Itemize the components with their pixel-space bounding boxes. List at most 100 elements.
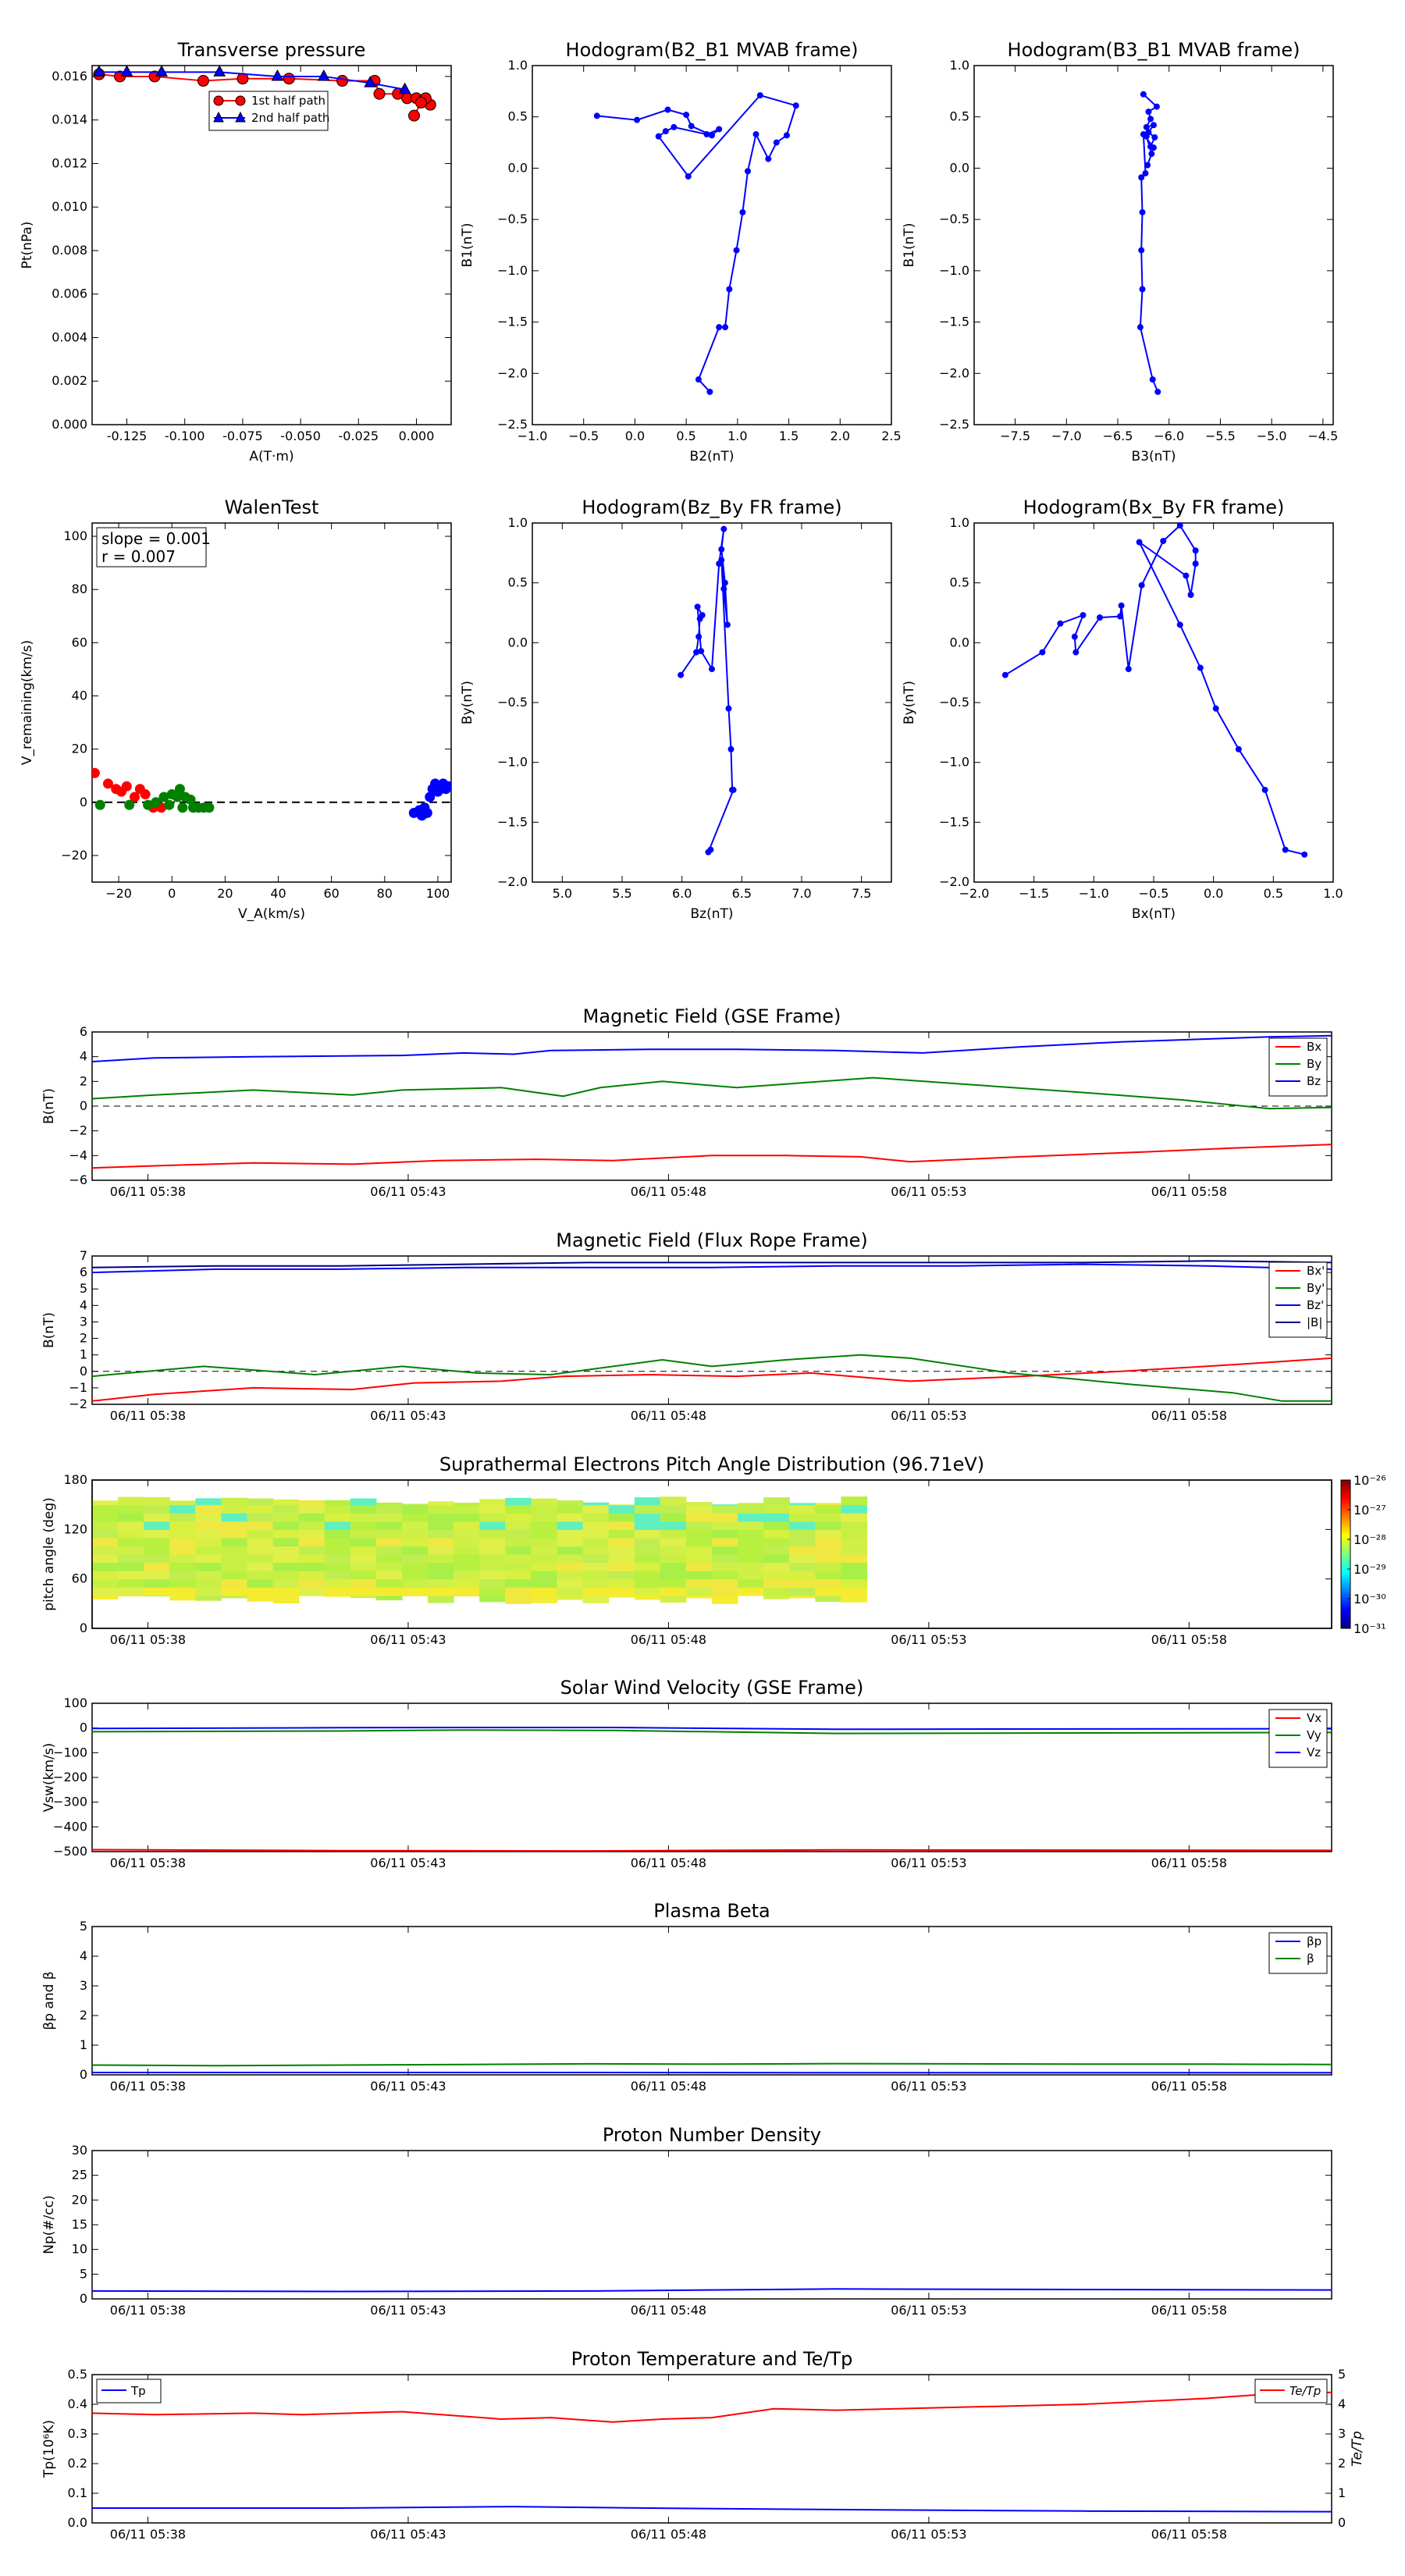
data-point	[1138, 247, 1145, 254]
plot-frame	[91, 2150, 1332, 2300]
heatmap-cell	[789, 1595, 816, 1599]
heatmap-cell	[324, 1513, 351, 1522]
heatmap-cell	[195, 1587, 222, 1596]
heatmap-cell	[221, 1562, 248, 1571]
data-point	[174, 784, 185, 795]
legend-marker	[213, 95, 224, 106]
plot-frame	[91, 1926, 1332, 2076]
heatmap-cell	[144, 1587, 170, 1596]
data-point	[707, 846, 714, 853]
heatmap-cell	[557, 1554, 584, 1564]
y-tick-label: 0.0	[950, 635, 969, 649]
data-point	[1097, 614, 1103, 621]
heatmap-cell	[247, 1529, 274, 1539]
data-point	[733, 247, 740, 254]
heatmap-cell	[685, 1502, 713, 1506]
heatmap-cell	[479, 1554, 506, 1564]
x-tick-label: 06/11 05:53	[891, 2527, 966, 2542]
heatmap-cell	[815, 1587, 842, 1596]
heatmap-cell	[428, 1554, 454, 1564]
legend-label: Bz	[1307, 1074, 1321, 1088]
series-line-vx	[92, 1848, 1332, 1852]
heatmap-cell	[272, 1499, 300, 1506]
heatmap-cell	[557, 1504, 584, 1514]
y2-tick-label: 0	[1338, 2515, 1346, 2530]
heatmap-cell	[738, 1521, 764, 1530]
heatmap-cell	[272, 1595, 300, 1604]
colorbar	[1340, 1479, 1351, 1629]
heatmap-cell	[815, 1578, 842, 1588]
heatmap-cell	[144, 1504, 170, 1514]
heatmap-cell	[144, 1521, 170, 1530]
data-point	[1183, 572, 1190, 579]
heatmap-cell	[298, 1562, 325, 1571]
heatmap-cell	[144, 1562, 170, 1571]
y-tick-label: −2.5	[939, 417, 969, 432]
y-tick-label: 4	[80, 1297, 87, 1312]
data-point	[792, 102, 799, 109]
annotation-slope: slope = 0.001	[101, 529, 211, 548]
y-tick-label: −1.5	[497, 814, 528, 829]
series-line-vz	[92, 1727, 1332, 1731]
heatmap-cell	[685, 1587, 713, 1596]
heatmap-cell	[738, 1503, 764, 1506]
y-tick-label: 20	[72, 742, 87, 756]
heatmap-cell	[505, 1529, 532, 1539]
x-tick-label: 06/11 05:53	[891, 2079, 966, 2094]
x-tick-label: 06/11 05:43	[370, 2527, 446, 2542]
heatmap-cell	[531, 1521, 558, 1530]
heatmap-cell	[815, 1595, 842, 1602]
heatmap-cell	[712, 1537, 738, 1547]
series-line-data	[1139, 94, 1159, 393]
heatmap-cell	[428, 1537, 454, 1547]
plot-frame	[532, 522, 892, 883]
heatmap-cell	[479, 1578, 506, 1588]
heatmap-cell	[144, 1571, 170, 1580]
heatmap-cell	[505, 1537, 532, 1547]
series-line-by	[92, 1076, 1332, 1110]
y-tick-label: −1.5	[939, 315, 969, 329]
heatmap-cell	[505, 1571, 532, 1580]
magnetic-field-gse-panel: Magnetic Field (GSE Frame) −6 −4 −2 0 2 4 6 06/1…	[41, 1005, 1332, 1199]
y-tick-label: −1.0	[497, 263, 528, 278]
heatmap-cell	[557, 1587, 584, 1596]
heatmap-cell	[169, 1529, 196, 1539]
heatmap-cell	[118, 1571, 144, 1580]
heatmap-cell	[531, 1498, 558, 1506]
y-tick-label: −1.0	[939, 755, 969, 770]
x-tick-label: 06/11 05:53	[891, 1408, 966, 1423]
heatmap-cell	[375, 1578, 403, 1588]
heatmap-cell	[789, 1562, 816, 1571]
legend-label: Vy	[1307, 1728, 1321, 1742]
y-tick-label: 1.0	[508, 58, 528, 73]
heatmap-cell	[763, 1587, 790, 1596]
heatmap-cell	[324, 1546, 351, 1555]
heatmap-cell	[789, 1503, 816, 1506]
heatmap-cell	[634, 1537, 661, 1547]
heatmap-cell	[118, 1554, 144, 1564]
data-point	[1282, 846, 1289, 853]
y-tick-label: 0.004	[52, 329, 87, 344]
x-axis-label: Bz(nT)	[690, 906, 733, 922]
heatmap-cell	[324, 1504, 351, 1514]
data-point-circle	[336, 75, 349, 87]
heatmap-cell	[634, 1504, 661, 1514]
x-tick-label: −1.5	[1019, 886, 1049, 901]
x-tick-label: 0.0	[625, 429, 645, 443]
heatmap-cell	[428, 1504, 454, 1514]
data-point	[683, 112, 690, 119]
legend-label: Tp	[130, 2384, 146, 2398]
data-point	[685, 173, 692, 180]
y-tick-label: 4	[80, 1948, 87, 1963]
x-tick-label: −20	[105, 886, 132, 901]
heatmap-cell	[479, 1499, 506, 1506]
data-point	[783, 132, 790, 139]
heatmap-cell	[298, 1587, 325, 1596]
x-axis-label: A(T·m)	[249, 449, 293, 464]
y2-tick-label: 3	[1338, 2426, 1346, 2441]
heatmap-cell	[634, 1578, 661, 1588]
data-point	[709, 666, 715, 673]
y-tick-label: 3	[80, 1314, 87, 1329]
heatmap-cell	[505, 1504, 532, 1514]
hodogram-b3-b1-panel: Hodogram(B3_B1 MVAB frame) −2.5 −2.0 −1.5 −1…	[902, 39, 1338, 464]
